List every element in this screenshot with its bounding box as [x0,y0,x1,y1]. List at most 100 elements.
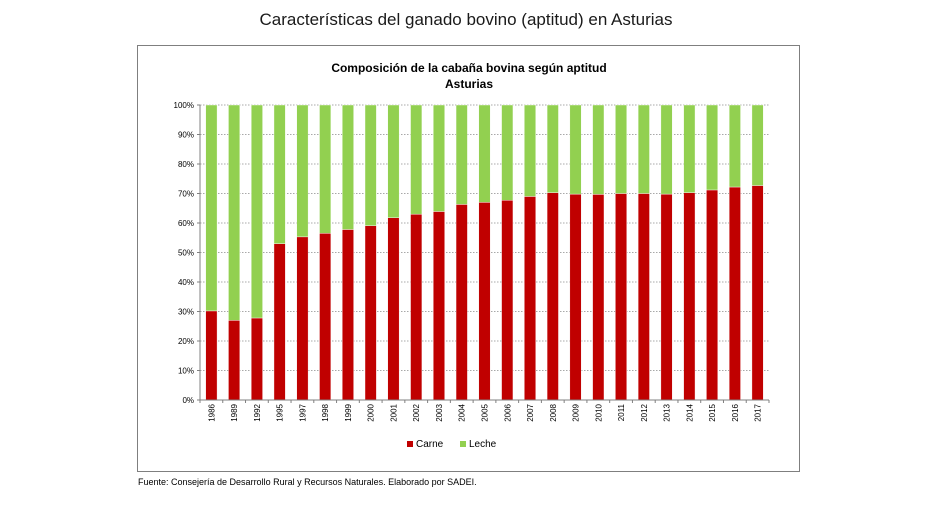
x-tick-label: 2001 [389,403,398,421]
bar-leche [706,104,718,191]
bar-leche [478,104,491,203]
bar-leche [728,104,741,188]
legend-swatch-carne [407,441,413,447]
x-tick-label: 2013 [663,403,672,421]
bar-leche [342,104,354,230]
x-tick-label: 1997 [298,403,307,421]
y-tick-label: 100% [174,101,194,110]
bar-carne [546,192,559,401]
legend-swatch-leche [460,441,466,447]
bar-carne [364,225,377,401]
bar-carne [387,217,400,401]
legend: Carne Leche [407,439,497,450]
bar-carne [296,236,309,401]
bar-carne [728,186,741,401]
x-tick-label: 1986 [207,403,216,421]
x-tick-label: 2005 [481,403,490,421]
bar-carne [478,202,491,401]
bar-carne [751,185,764,401]
bar-leche [524,104,536,197]
y-tick-label: 70% [178,190,194,199]
bar-leche [569,104,582,195]
x-tick-label: 2012 [640,403,649,421]
x-tick-label: 1995 [276,403,285,421]
x-tick-label: 2017 [754,403,763,421]
y-axis-tick-labels: 0% 10% 20% 30% 40% 50% 60% 70% 80% 90% 100% [174,101,194,405]
y-tick-label: 40% [178,278,194,287]
x-tick-label: 2015 [708,403,717,421]
bar-leche [319,104,332,234]
bar-carne [615,193,627,401]
bar-leche [251,104,263,319]
x-tick-label: 1998 [321,403,330,421]
y-tick-label: 50% [178,249,194,258]
bar-carne [524,196,536,401]
bar-carne [683,192,696,401]
x-tick-label: 2004 [458,403,467,421]
bar-leche [433,104,445,212]
chart-title: Composición de la cabaña bovina según ap… [331,61,606,75]
bar-carne [319,233,332,401]
chart-subtitle: Asturias [445,77,493,91]
bar-leche [615,104,627,194]
bar-carne [410,213,423,401]
bar-leche [410,104,423,215]
y-tick-label: 60% [178,219,194,228]
source-note: Fuente: Consejería de Desarrollo Rural y… [138,477,477,487]
x-tick-label: 2000 [367,403,376,421]
x-tick-label: 1992 [253,403,262,421]
bar-carne [501,200,514,401]
y-tick-label: 10% [178,367,194,376]
y-tick-label: 0% [182,396,194,405]
bar-leche [296,104,309,238]
y-tick-label: 20% [178,337,194,346]
axes [197,104,770,403]
x-tick-label: 2007 [526,403,535,421]
bar-carne [706,189,718,401]
x-tick-label: 2009 [572,403,581,421]
bar-leche [205,104,218,312]
x-tick-label: 2003 [435,403,444,421]
bar-carne [433,211,445,401]
bar-carne [205,310,218,401]
bar-leche [546,104,559,193]
bar-carne [228,320,241,401]
bar-leche [501,104,514,201]
bar-leche [592,104,605,195]
bar-leche [637,104,650,194]
bar-leche [387,104,400,218]
x-tick-label: 2002 [412,403,421,421]
bar-carne [660,193,673,401]
x-tick-label: 2016 [731,403,740,421]
legend-label-leche: Leche [469,439,497,450]
x-axis-tick-labels: 1986 1989 1992 1995 1997 1998 1999 2000 2001 2002… [207,403,762,421]
x-tick-label: 2008 [549,403,558,421]
bar-leche [228,104,241,321]
x-tick-label: 2014 [685,403,694,421]
bar-carne [273,243,286,401]
bars [205,104,764,401]
x-tick-label: 1999 [344,403,353,421]
bar-carne [569,193,582,401]
legend-label-carne: Carne [416,439,444,450]
bar-leche [660,104,673,195]
bar-carne [637,193,650,401]
bar-carne [251,317,263,401]
y-tick-label: 90% [178,131,194,140]
stacked-bar-chart: Composición de la cabaña bovina según ap… [174,61,770,450]
bar-carne [342,229,354,401]
bar-leche [455,104,468,205]
x-tick-label: 1989 [230,403,239,421]
gridlines [200,104,769,371]
y-tick-label: 30% [178,308,194,317]
bar-leche [273,104,286,244]
bar-leche [751,104,764,186]
bar-leche [683,104,696,193]
x-tick-label: 2010 [594,403,603,421]
x-tick-label: 2011 [617,403,626,421]
chart-frame: Composición de la cabaña bovina según ap… [137,45,800,472]
bar-carne [592,194,605,401]
bar-leche [364,104,377,226]
page-title: Características del ganado bovino (aptit… [259,10,673,29]
bar-carne [455,204,468,401]
